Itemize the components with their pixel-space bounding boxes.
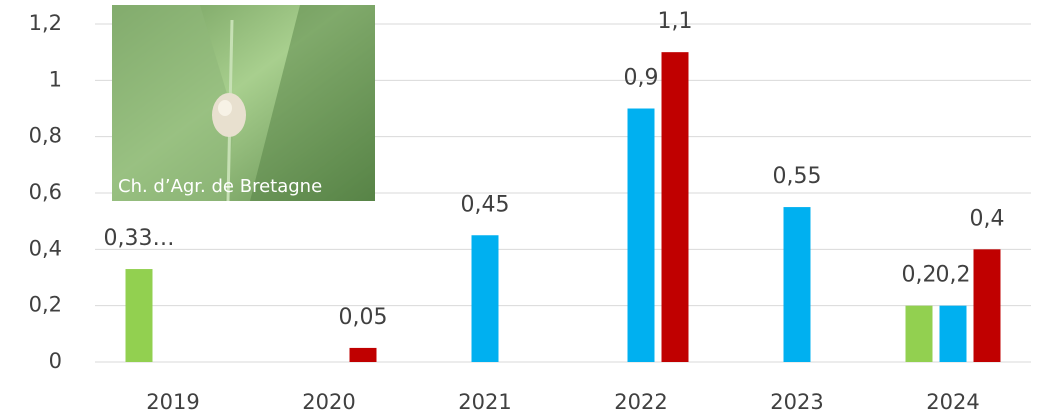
bar: [973, 249, 1001, 362]
x-tick-label: 2024: [926, 390, 979, 414]
y-tick-label: 0,2: [29, 293, 62, 317]
y-tick-label: 0,4: [29, 236, 62, 260]
x-tick-label: 2021: [458, 390, 511, 414]
value-label: 1,1: [658, 9, 693, 34]
bar: [783, 207, 811, 362]
y-tick-label: 0,6: [29, 180, 62, 204]
value-label: 0,55: [773, 164, 822, 189]
value-label: 0,9: [624, 66, 659, 91]
bar: [661, 52, 689, 363]
x-tick-label: 2020: [302, 390, 355, 414]
value-label: 0,2: [902, 263, 937, 288]
bar: [627, 108, 655, 362]
image-caption: Ch. d’Agr. de Bretagne: [118, 176, 322, 197]
y-tick-label: 0,8: [29, 124, 62, 148]
bar: [125, 269, 153, 362]
value-label: 0,45: [461, 192, 510, 217]
bar: [939, 305, 967, 362]
value-label: 0,4: [970, 206, 1005, 231]
x-tick-label: 2023: [770, 390, 823, 414]
photo: Ch. d’Agr. de Bretagne: [112, 5, 375, 202]
bar: [349, 347, 377, 362]
value-label: 0,2: [936, 263, 971, 288]
y-tick-label: 1,2: [29, 11, 62, 35]
y-tick-label: 0: [49, 349, 62, 373]
bar: [905, 305, 933, 362]
x-tick-label: 2019: [146, 390, 199, 414]
value-label: 0,33…: [104, 226, 175, 251]
value-label: 0,05: [339, 305, 388, 330]
bar: [471, 235, 499, 362]
y-tick-label: 1: [49, 67, 62, 91]
x-tick-label: 2022: [614, 390, 667, 414]
